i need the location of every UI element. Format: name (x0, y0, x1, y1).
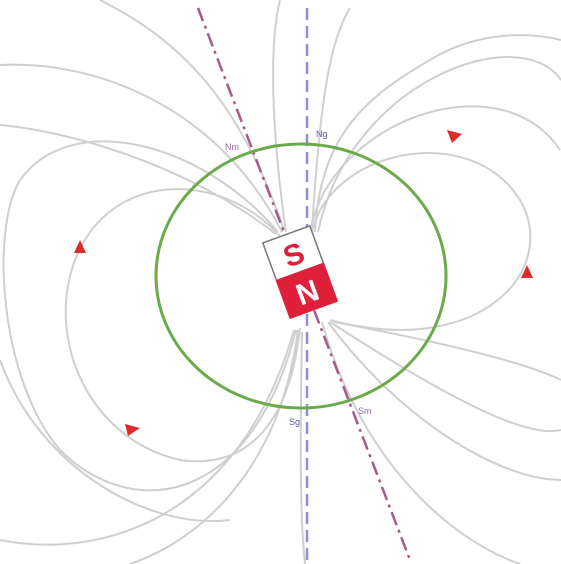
field-line (311, 7, 351, 231)
field-line (2, 140, 297, 492)
geographic-south-label: Sg (289, 417, 300, 427)
field-line (333, 321, 561, 381)
field-line (0, 124, 277, 235)
field-direction-arrows (74, 130, 533, 436)
arrow-icon (447, 130, 462, 143)
field-line (299, 331, 306, 564)
field-line (0, 63, 283, 233)
earth-circle (154, 142, 448, 410)
magnetic-axis (196, 7, 412, 561)
field-line (99, 0, 285, 231)
arrow-icon (74, 240, 86, 253)
field-line (327, 321, 561, 481)
bar-magnet: S N (261, 224, 339, 320)
field-line (309, 105, 561, 233)
field-line (321, 321, 521, 564)
magnetic-north-label: Nm (225, 142, 239, 152)
field-line (272, 0, 287, 233)
field-line (329, 321, 561, 433)
arrow-icon (521, 265, 533, 278)
field-line (317, 56, 561, 233)
field-line (0, 359, 231, 523)
magnet-north-pole (275, 262, 339, 320)
arrow-icon (125, 424, 140, 436)
field-line (129, 329, 299, 564)
field-line (314, 34, 561, 233)
field-line (311, 152, 532, 331)
magnetic-south-label: Sm (358, 406, 372, 416)
geographic-north-label: Ng (316, 129, 328, 139)
field-line (64, 188, 301, 463)
